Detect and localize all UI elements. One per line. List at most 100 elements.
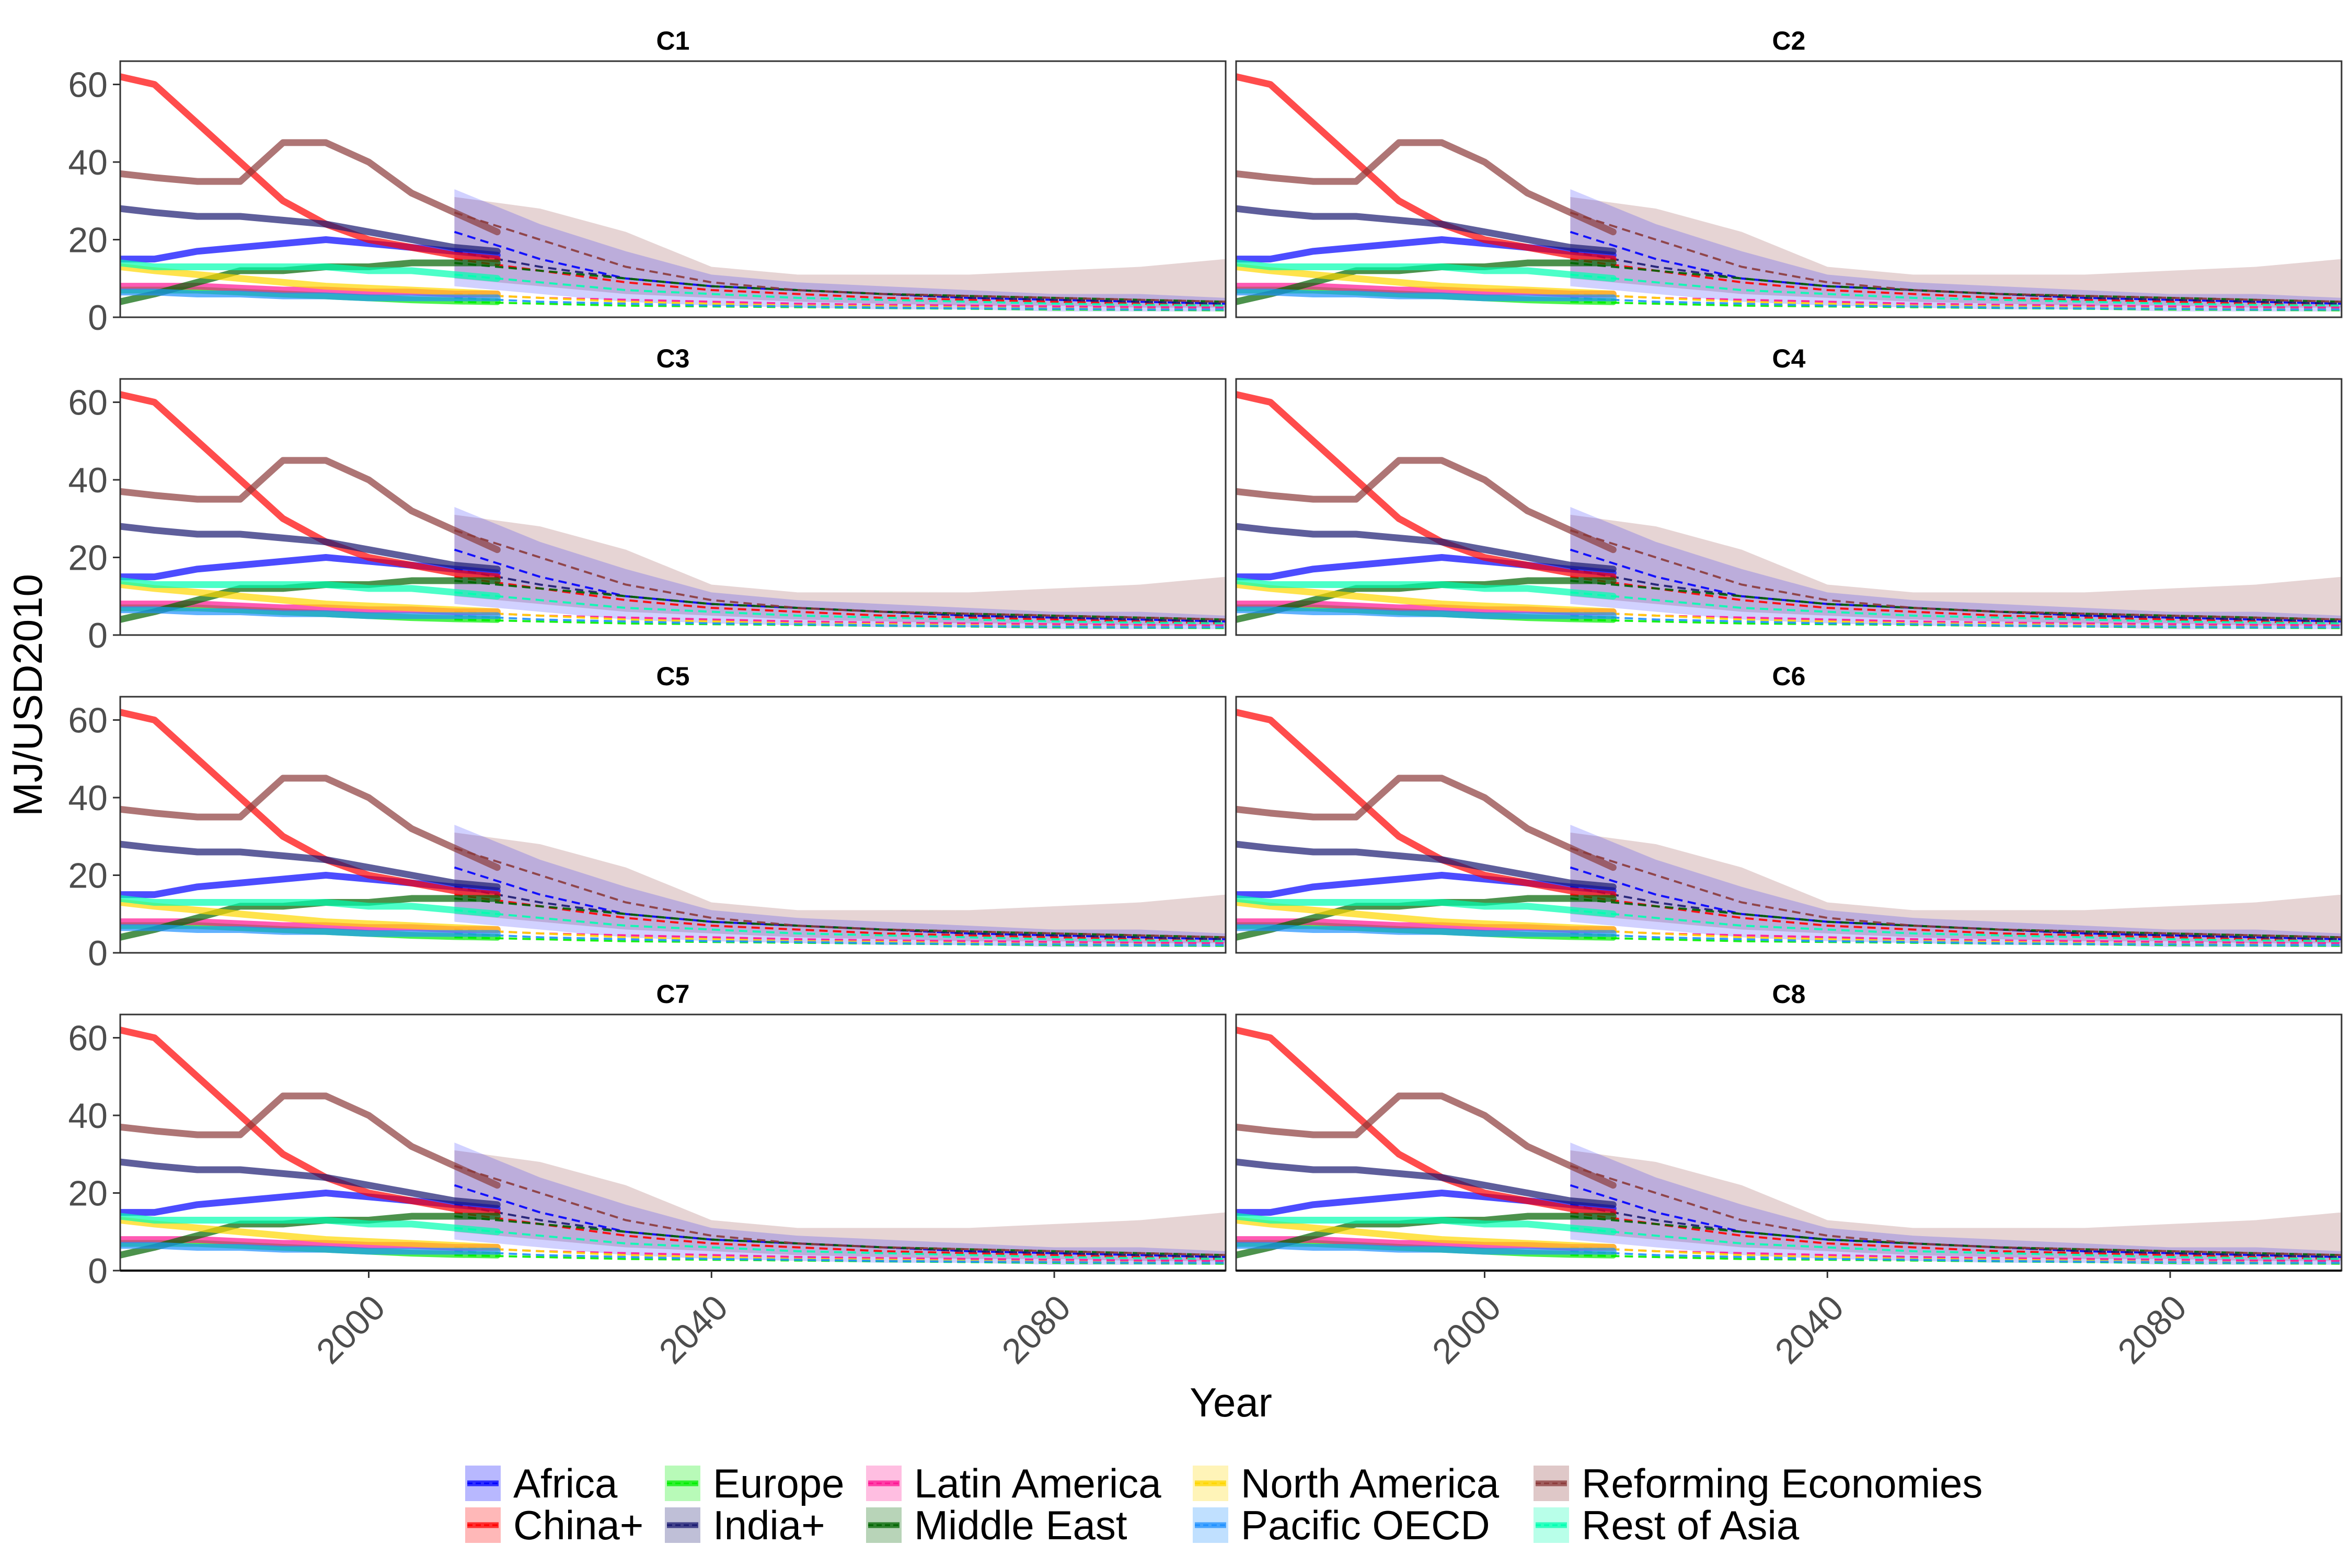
history-line-india- <box>1236 523 1617 573</box>
legend-item-latin-america: Latin America <box>866 1460 1161 1506</box>
history-line-china- <box>120 391 501 581</box>
projection-line-china- <box>454 258 1226 307</box>
plot-area <box>1236 1027 2342 1265</box>
projection-line-reforming-economies <box>454 211 1226 303</box>
y-tick-label: 60 <box>68 1019 108 1058</box>
y-tick-label: 0 <box>88 1251 108 1291</box>
panel-c3: C3 0 20 40 60 <box>68 344 1227 655</box>
projection-line-china- <box>1570 1211 2342 1260</box>
legend-item-pacific-oecd: Pacific OECD <box>1193 1502 1490 1548</box>
history-line-reforming-economies <box>120 457 501 554</box>
legend-label: Middle East <box>914 1502 1127 1548</box>
legend-item-india-: India+ <box>665 1502 825 1548</box>
history-line-china- <box>120 709 501 898</box>
history-line-reforming-economies <box>1236 775 1617 871</box>
projection-line-rest-of-asia <box>454 1227 1226 1260</box>
panel-c5: C5 0 20 40 60 <box>68 662 1227 973</box>
legend-label: Pacific OECD <box>1241 1502 1490 1548</box>
projection-line-pacific-oecd <box>454 1250 1226 1264</box>
plot-area <box>120 709 1226 947</box>
history-line-china- <box>120 73 501 263</box>
projection-line-china- <box>454 575 1226 625</box>
y-tick-label: 60 <box>68 701 108 741</box>
history-line-north-america <box>120 898 501 933</box>
history-line-north-america <box>120 581 501 615</box>
x-tick-label: 2040 <box>652 1287 736 1371</box>
legend-item-china-: China+ <box>465 1502 643 1548</box>
history-line-reforming-economies <box>1236 457 1617 554</box>
history-line-north-america <box>1236 1216 1617 1251</box>
projection-line-rest-of-asia <box>1570 1227 2342 1260</box>
history-line-pacific-oecd <box>1236 1242 1617 1255</box>
history-line-pacific-oecd <box>120 289 501 302</box>
projection-line-reforming-economies <box>1570 529 2342 621</box>
panel-title: C7 <box>656 979 690 1009</box>
projection-line-pacific-oecd <box>454 614 1226 629</box>
history-line-pacific-oecd <box>120 924 501 937</box>
projection-line-reforming-economies <box>1570 1165 2342 1256</box>
history-line-pacific-oecd <box>1236 606 1617 619</box>
panel-c8: C8 2000 2040 2080 <box>1235 979 2343 1371</box>
x-tick-label: 2080 <box>2110 1287 2194 1371</box>
panel-frame <box>119 696 1227 954</box>
history-line-rest-of-asia <box>120 895 501 918</box>
panel-title: C2 <box>1772 26 1806 55</box>
panel-c2: C2 <box>1235 26 2343 318</box>
projection-line-pacific-oecd <box>1570 614 2342 629</box>
history-line-north-america <box>1236 898 1617 933</box>
history-line-india- <box>120 523 501 573</box>
y-axis-title: MJ/USD2010 <box>5 574 51 816</box>
history-line-india- <box>1236 840 1617 891</box>
projection-line-rest-of-asia <box>1570 591 2342 625</box>
history-line-china- <box>1236 391 1617 581</box>
panels-group: C10204060C2C30204060C4C50204060C6C702040… <box>68 26 2343 1371</box>
panel-frame <box>1235 378 2343 636</box>
y-tick-label: 0 <box>88 933 108 973</box>
panel-frame <box>119 378 1227 636</box>
history-line-reforming-economies <box>1236 139 1617 236</box>
panel-c1: C1 0 20 40 60 <box>68 26 1227 338</box>
history-line-india- <box>1236 205 1617 255</box>
projection-line-china- <box>1570 893 2342 942</box>
history-line-pacific-oecd <box>1236 289 1617 302</box>
legend-item-reforming-economies: Reforming Economies <box>1534 1460 1982 1506</box>
projection-line-reforming-economies <box>454 1165 1226 1256</box>
history-line-north-america <box>120 1216 501 1251</box>
y-tick-label: 40 <box>68 1096 108 1136</box>
panel-c4: C4 <box>1235 344 2343 636</box>
history-line-india- <box>1236 1158 1617 1208</box>
legend-label: North America <box>1241 1460 1500 1506</box>
history-line-india- <box>120 840 501 891</box>
history-line-india- <box>120 1158 501 1208</box>
panel-title: C4 <box>1772 344 1806 373</box>
legend-label: Reforming Economies <box>1582 1460 1982 1506</box>
y-tick-label: 0 <box>88 616 108 655</box>
plot-area <box>120 1027 1226 1265</box>
projection-line-reforming-economies <box>1570 847 2342 939</box>
legend-label: Rest of Asia <box>1582 1502 1800 1548</box>
history-line-rest-of-asia <box>120 577 501 600</box>
projection-line-reforming-economies <box>454 529 1226 621</box>
history-line-pacific-oecd <box>120 606 501 619</box>
history-line-reforming-economies <box>1236 1092 1617 1189</box>
history-line-rest-of-asia <box>1236 1213 1617 1236</box>
panel-frame <box>119 60 1227 318</box>
history-line-north-america <box>1236 581 1617 615</box>
x-tick-label: 2040 <box>1768 1287 1852 1371</box>
x-tick-label: 2080 <box>994 1287 1078 1371</box>
legend-item-africa: Africa <box>465 1460 618 1506</box>
panel-title: C1 <box>656 26 690 55</box>
history-line-india- <box>120 205 501 255</box>
projection-line-china- <box>454 1211 1226 1260</box>
history-line-reforming-economies <box>120 1092 501 1189</box>
y-tick-label: 40 <box>68 778 108 818</box>
history-line-pacific-oecd <box>1236 924 1617 937</box>
y-tick-label: 20 <box>68 538 108 578</box>
plot-area <box>1236 391 2342 629</box>
plot-area <box>1236 709 2342 947</box>
projection-line-pacific-oecd <box>454 932 1226 947</box>
projection-line-pacific-oecd <box>1570 932 2342 947</box>
history-line-reforming-economies <box>120 139 501 236</box>
history-line-pacific-oecd <box>120 1242 501 1255</box>
